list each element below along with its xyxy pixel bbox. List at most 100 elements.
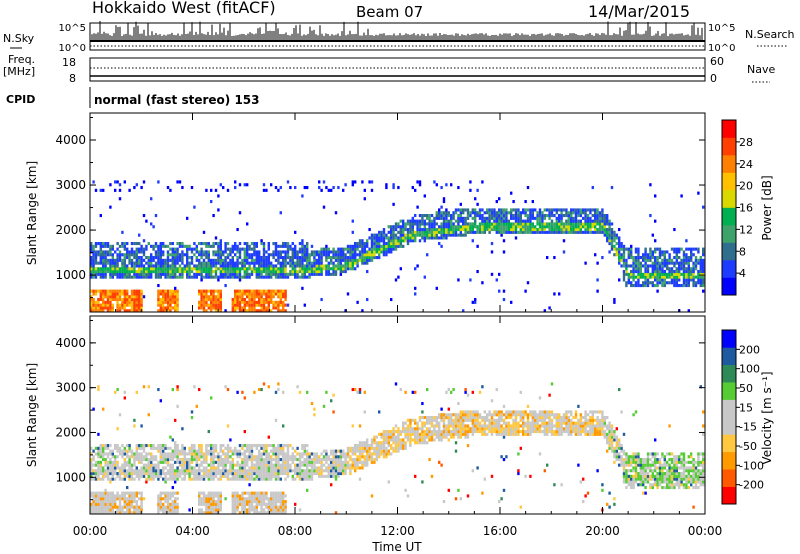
data-cell bbox=[318, 180, 321, 184]
data-cell bbox=[392, 225, 395, 229]
data-cell bbox=[270, 270, 273, 274]
data-cell bbox=[118, 306, 122, 310]
data-cell bbox=[649, 258, 652, 262]
data-cell bbox=[262, 267, 266, 271]
data-cell bbox=[157, 253, 160, 257]
data-cell bbox=[536, 228, 539, 232]
data-cell bbox=[238, 474, 242, 478]
data-cell bbox=[392, 202, 395, 206]
data-cell bbox=[320, 250, 323, 254]
data-cell bbox=[229, 472, 232, 476]
data-cell bbox=[440, 230, 443, 234]
data-cell bbox=[217, 477, 220, 481]
data-cell bbox=[634, 256, 638, 260]
data-cell bbox=[205, 303, 208, 307]
data-cell bbox=[123, 497, 126, 501]
data-cell bbox=[128, 474, 131, 478]
data-cell bbox=[250, 444, 254, 448]
data-cell bbox=[262, 250, 266, 254]
data-cell bbox=[123, 298, 126, 302]
data-cell bbox=[378, 253, 381, 257]
data-cell bbox=[241, 306, 244, 310]
data-cell bbox=[104, 267, 107, 271]
data-cell bbox=[169, 452, 172, 456]
data-cell bbox=[241, 275, 244, 279]
data-cell bbox=[198, 250, 201, 254]
data-cell bbox=[258, 477, 261, 481]
nave-tick-bottom: 0 bbox=[710, 72, 717, 85]
data-cell bbox=[433, 230, 436, 234]
data-cell bbox=[238, 472, 242, 476]
data-cell bbox=[678, 247, 681, 251]
data-cell bbox=[195, 469, 198, 473]
data-cell bbox=[301, 455, 304, 459]
data-cell bbox=[190, 261, 194, 265]
data-cell bbox=[298, 250, 302, 254]
data-cell bbox=[253, 458, 256, 462]
data-cell bbox=[582, 225, 585, 229]
data-cell bbox=[512, 222, 515, 226]
data-cell bbox=[166, 295, 170, 299]
data-cell bbox=[121, 449, 124, 453]
data-cell bbox=[512, 214, 515, 218]
data-cell bbox=[567, 219, 570, 223]
data-cell bbox=[651, 264, 654, 268]
data-cell bbox=[102, 261, 105, 265]
data-cell bbox=[349, 250, 352, 254]
data-cell bbox=[207, 511, 210, 515]
data-cell bbox=[126, 472, 129, 476]
data-cell bbox=[265, 502, 268, 506]
data-cell bbox=[274, 491, 278, 495]
data-cell bbox=[102, 500, 105, 504]
data-cell bbox=[538, 208, 542, 212]
data-cell bbox=[159, 444, 162, 448]
data-cell bbox=[262, 298, 266, 302]
data-cell bbox=[219, 505, 222, 509]
data-cell bbox=[265, 458, 268, 462]
data-cell bbox=[286, 180, 290, 184]
data-cell bbox=[363, 244, 366, 248]
data-cell bbox=[502, 222, 506, 226]
data-cell bbox=[171, 474, 174, 478]
data-cell bbox=[128, 463, 131, 467]
data-cell bbox=[118, 298, 122, 302]
data-cell bbox=[313, 413, 316, 417]
data-cell bbox=[94, 446, 98, 450]
data-cell bbox=[97, 472, 100, 476]
data-cell bbox=[639, 284, 642, 288]
data-cell bbox=[236, 247, 239, 251]
data-cell bbox=[274, 494, 278, 498]
data-cell bbox=[114, 258, 117, 262]
data-cell bbox=[102, 300, 105, 304]
data-cell bbox=[243, 275, 246, 279]
data-cell bbox=[116, 300, 119, 304]
data-cell bbox=[260, 500, 263, 504]
data-cell bbox=[246, 472, 249, 476]
data-cell bbox=[140, 261, 143, 265]
data-cell bbox=[178, 258, 182, 262]
data-cell bbox=[210, 463, 213, 467]
data-cell bbox=[145, 458, 148, 462]
data-cell bbox=[274, 455, 278, 459]
data-cell bbox=[126, 242, 129, 246]
data-cell bbox=[277, 497, 280, 501]
data-cell bbox=[327, 466, 330, 470]
data-cell bbox=[133, 511, 136, 515]
data-cell bbox=[440, 225, 443, 229]
data-cell bbox=[212, 472, 215, 476]
data-cell bbox=[459, 225, 462, 229]
data-cell bbox=[99, 256, 102, 260]
data-cell bbox=[169, 505, 172, 509]
data-cell bbox=[411, 233, 414, 237]
data-cell bbox=[514, 228, 518, 232]
data-cell bbox=[586, 228, 590, 232]
data-cell bbox=[433, 216, 436, 220]
data-cell bbox=[332, 463, 335, 467]
data-cell bbox=[474, 298, 477, 302]
data-cell bbox=[174, 446, 177, 450]
data-cell bbox=[284, 253, 287, 257]
data-cell bbox=[226, 460, 230, 464]
data-cell bbox=[565, 222, 568, 226]
data-cell bbox=[219, 242, 222, 246]
data-cell bbox=[270, 502, 273, 506]
